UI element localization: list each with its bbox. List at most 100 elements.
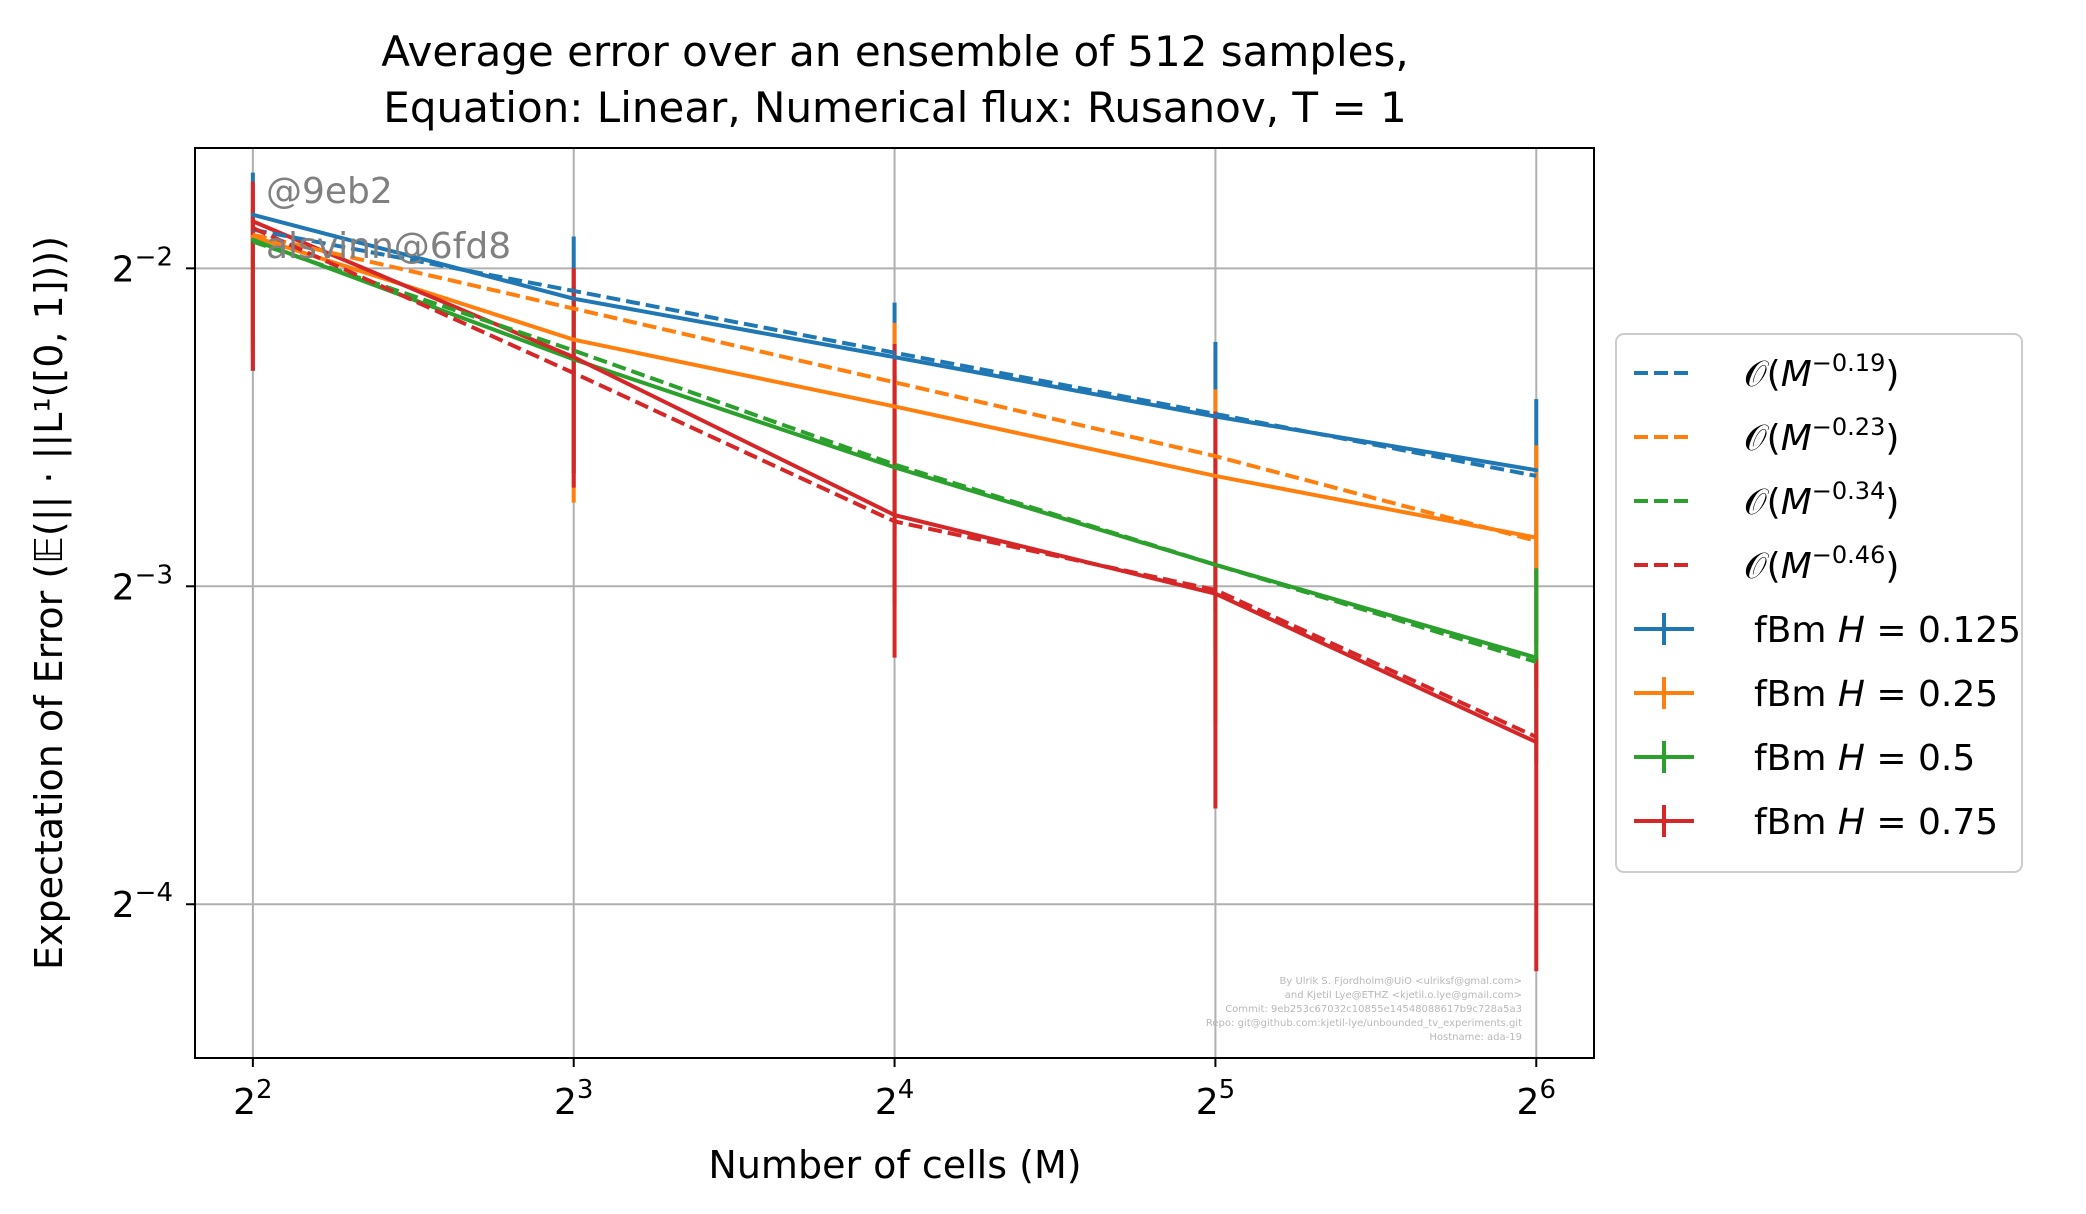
x-tick-label-3-exponent: 5	[1219, 1075, 1236, 1105]
legend: 𝒪(M−0.19)𝒪(M−0.23)𝒪(M−0.34)𝒪(M−0.46)fBm …	[1615, 333, 2023, 873]
x-tick-label-1-exponent: 3	[577, 1075, 594, 1105]
legend-entry-series-3: fBm H = 0.75	[1634, 802, 1998, 843]
credit-line-3: Commit: 9eb253c67032c10855e14548088617b9…	[1225, 1004, 1522, 1015]
legend-ref-suffix: )	[1885, 354, 1899, 395]
x-axis-label: Number of cells (M)	[708, 1143, 1081, 1187]
legend-entry-series-2: fBm H = 0.5	[1634, 738, 1975, 779]
annotation-commit: @9eb2	[266, 171, 393, 212]
legend-label-ref-3: 𝒪(M−0.46)	[1744, 541, 1899, 587]
legend-entry-series-0: fBm H = 0.125	[1634, 610, 2021, 651]
x-tick-label-2-base: 2	[875, 1082, 898, 1123]
point-s1-p2	[892, 404, 897, 409]
reference-line-2	[252, 239, 1537, 664]
y-tick-label-2: 2−4	[112, 878, 173, 926]
legend-label-ref-1: 𝒪(M−0.23)	[1744, 413, 1899, 459]
legend-box	[1615, 333, 2023, 873]
point-s3-p0	[250, 219, 255, 224]
x-tick-label-0: 22	[233, 1075, 272, 1123]
legend-ref-base: M	[1781, 354, 1812, 395]
legend-series-var: H	[1838, 674, 1865, 715]
legend-ref-base: M	[1781, 482, 1812, 523]
y-tick-label-1-exponent: −3	[135, 560, 173, 590]
legend-ref-prefix: 𝒪(	[1744, 546, 1781, 587]
y-axis-ticks: 2−22−32−4	[112, 242, 195, 926]
legend-series-var: H	[1838, 610, 1865, 651]
point-s2-p3	[1213, 562, 1218, 567]
legend-label-ref-2: 𝒪(M−0.34)	[1744, 477, 1899, 523]
y-tick-label-0-base: 2	[112, 249, 135, 290]
legend-ref-exponent: −0.46	[1812, 541, 1886, 569]
legend-series-prefix: fBm	[1754, 674, 1838, 715]
x-tick-label-4-base: 2	[1517, 1082, 1540, 1123]
y-axis-label: Expectation of Error (𝔼(|| · ||L¹([0, 1]…	[27, 236, 72, 970]
point-s0-p1	[571, 296, 576, 301]
reference-line-0	[252, 227, 1537, 478]
legend-entry-ref-1: 𝒪(M−0.23)	[1634, 413, 1899, 459]
legend-series-var: H	[1838, 802, 1865, 843]
x-tick-label-2: 24	[875, 1075, 914, 1123]
legend-label-series-2: fBm H = 0.5	[1754, 738, 1975, 779]
reference-lines	[252, 226, 1538, 739]
point-s1-p1	[571, 337, 576, 342]
point-s1-p4	[1534, 535, 1539, 540]
legend-ref-suffix: )	[1885, 418, 1899, 459]
x-tick-label-2-exponent: 4	[898, 1075, 915, 1105]
legend-ref-exponent: −0.19	[1812, 349, 1886, 377]
point-s3-p1	[571, 355, 576, 360]
credit-line-2: and Kjetil Lye@ETHZ <kjetil.o.lye@gmail.…	[1285, 990, 1522, 1001]
point-s3-p4	[1534, 740, 1539, 745]
legend-label-series-3: fBm H = 0.75	[1754, 802, 1998, 843]
point-s3-p2	[892, 513, 897, 518]
point-s0-p2	[892, 355, 897, 360]
x-tick-label-3: 25	[1196, 1075, 1235, 1123]
legend-series-value: = 0.25	[1865, 674, 1998, 715]
point-s0-p4	[1534, 468, 1539, 473]
y-tick-label-2-base: 2	[112, 885, 135, 926]
legend-entry-ref-0: 𝒪(M−0.19)	[1634, 349, 1899, 395]
y-tick-label-2-exponent: −4	[135, 878, 173, 908]
x-tick-label-0-exponent: 2	[256, 1075, 273, 1105]
legend-ref-prefix: 𝒪(	[1744, 418, 1781, 459]
legend-ref-prefix: 𝒪(	[1744, 354, 1781, 395]
legend-label-ref-0: 𝒪(M−0.19)	[1744, 349, 1899, 395]
y-tick-label-1: 2−3	[112, 560, 173, 608]
legend-entry-ref-3: 𝒪(M−0.46)	[1634, 541, 1899, 587]
legend-label-series-1: fBm H = 0.25	[1754, 674, 1998, 715]
legend-ref-exponent: −0.23	[1812, 413, 1886, 441]
y-tick-label-0-exponent: −2	[135, 242, 173, 272]
legend-series-value: = 0.75	[1865, 802, 1998, 843]
legend-series-value: = 0.5	[1865, 738, 1975, 779]
legend-ref-prefix: 𝒪(	[1744, 482, 1781, 523]
point-s1-p3	[1213, 473, 1218, 478]
x-tick-label-0-base: 2	[233, 1082, 256, 1123]
title-line-1: Average error over an ensemble of 512 sa…	[381, 27, 1408, 76]
y-tick-label-0: 2−2	[112, 242, 173, 290]
reference-line-3	[252, 226, 1538, 739]
annotations: @9eb2 alsvinn@6fd8	[266, 171, 511, 267]
legend-label-series-0: fBm H = 0.125	[1754, 610, 2021, 651]
x-tick-label-4: 26	[1517, 1075, 1556, 1123]
credits-block: By Ulrik S. Fjordholm@UiO <ulriksf@gmal.…	[1206, 976, 1522, 1043]
chart-title: Average error over an ensemble of 512 sa…	[381, 27, 1408, 132]
point-s3-p3	[1213, 591, 1218, 596]
x-tick-label-1-base: 2	[554, 1082, 577, 1123]
legend-ref-base: M	[1781, 418, 1812, 459]
x-tick-label-1: 23	[554, 1075, 593, 1123]
legend-ref-exponent: −0.34	[1812, 477, 1886, 505]
x-tick-label-4-exponent: 6	[1539, 1075, 1556, 1105]
legend-series-prefix: fBm	[1754, 802, 1838, 843]
credit-line-5: Hostname: ada-19	[1429, 1032, 1522, 1043]
y-tick-label-1-base: 2	[112, 567, 135, 608]
legend-series-value: = 0.125	[1865, 610, 2021, 651]
legend-series-var: H	[1838, 738, 1865, 779]
x-axis-ticks: 22 23 24 25 26	[233, 1058, 1556, 1123]
legend-ref-suffix: )	[1885, 546, 1899, 587]
credit-line-1: By Ulrik S. Fjordholm@UiO <ulriksf@gmal.…	[1280, 976, 1523, 987]
error-bars	[250, 172, 1539, 972]
point-s2-p4	[1534, 655, 1539, 660]
legend-entry-series-1: fBm H = 0.25	[1634, 674, 1998, 715]
legend-series-prefix: fBm	[1754, 738, 1838, 779]
x-tick-label-3-base: 2	[1196, 1082, 1219, 1123]
annotation-alsvinn: alsvinn@6fd8	[266, 226, 511, 267]
